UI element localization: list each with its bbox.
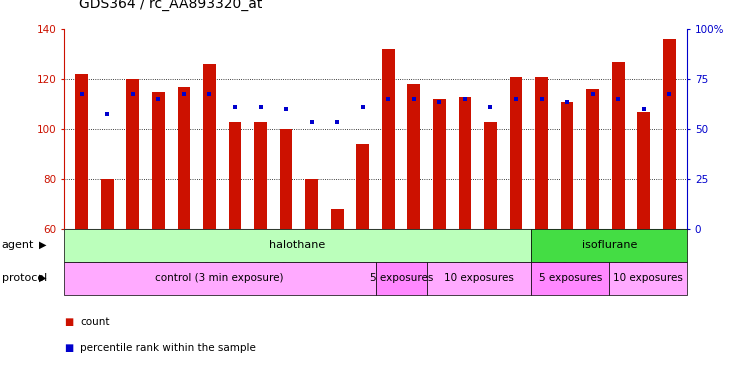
Bar <box>203 64 216 229</box>
Bar <box>484 122 497 229</box>
Text: halothane: halothane <box>270 240 326 250</box>
Bar <box>433 99 446 229</box>
Bar <box>382 49 395 229</box>
Text: count: count <box>80 317 110 327</box>
Text: ■: ■ <box>64 343 73 353</box>
Bar <box>356 144 369 229</box>
Bar <box>75 74 88 229</box>
Text: 10 exposures: 10 exposures <box>445 273 514 283</box>
Bar <box>126 79 139 229</box>
Bar <box>254 122 267 229</box>
Bar <box>330 209 343 229</box>
Bar <box>177 87 190 229</box>
Text: agent: agent <box>2 240 34 250</box>
Bar <box>587 89 599 229</box>
Text: isoflurane: isoflurane <box>581 240 637 250</box>
Text: GDS364 / rc_AA893320_at: GDS364 / rc_AA893320_at <box>79 0 262 11</box>
Text: ■: ■ <box>64 317 73 327</box>
Bar <box>408 84 421 229</box>
Bar <box>612 62 625 229</box>
Bar <box>561 102 574 229</box>
Bar <box>459 97 472 229</box>
Bar <box>535 76 548 229</box>
Text: 10 exposures: 10 exposures <box>614 273 683 283</box>
Text: 5 exposures: 5 exposures <box>369 273 433 283</box>
Text: ▶: ▶ <box>39 240 47 250</box>
Text: protocol: protocol <box>2 273 47 283</box>
Bar <box>663 39 676 229</box>
Bar <box>101 179 113 229</box>
Bar <box>279 129 292 229</box>
Bar <box>228 122 241 229</box>
Text: percentile rank within the sample: percentile rank within the sample <box>80 343 256 353</box>
Text: 5 exposures: 5 exposures <box>538 273 602 283</box>
Bar <box>510 76 523 229</box>
Text: ▶: ▶ <box>39 273 47 283</box>
Text: control (3 min exposure): control (3 min exposure) <box>155 273 284 283</box>
Bar <box>152 92 164 229</box>
Bar <box>638 112 650 229</box>
Bar <box>305 179 318 229</box>
